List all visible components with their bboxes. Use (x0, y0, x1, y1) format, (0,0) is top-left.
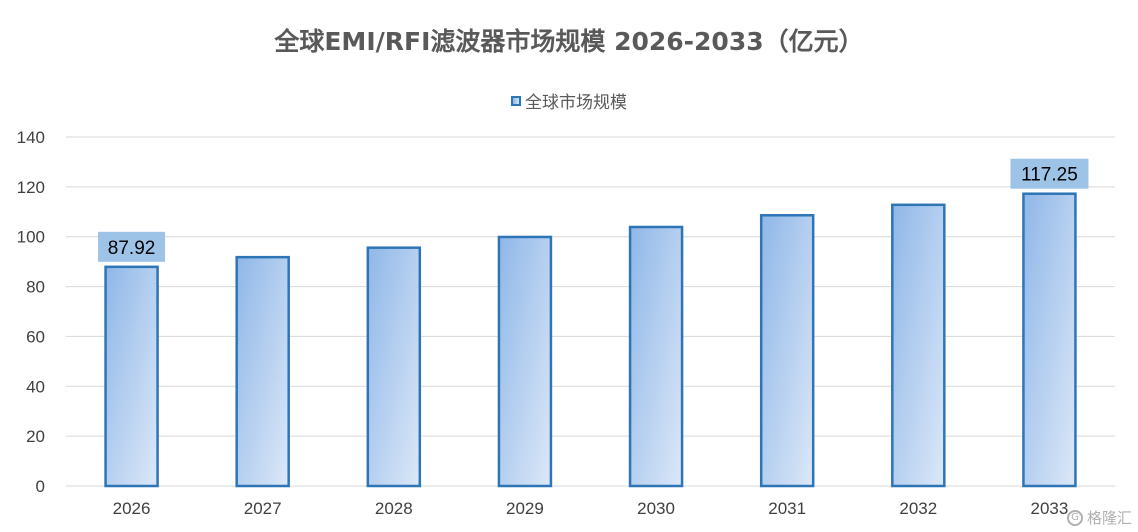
legend: 全球市场规模 (0, 88, 1138, 113)
bar (759, 214, 815, 488)
bar (497, 235, 553, 488)
bar (628, 225, 684, 488)
data-label-box (1010, 158, 1089, 189)
bar (366, 246, 422, 488)
x-tick-label: 2027 (244, 499, 282, 518)
y-tick-label: 60 (26, 327, 45, 346)
x-tick-label: 2028 (375, 499, 413, 518)
watermark-text: 格隆汇 (1086, 509, 1132, 527)
y-tick-label: 100 (17, 228, 45, 247)
y-tick-label: 120 (17, 178, 45, 197)
bar (104, 265, 159, 488)
y-tick-label: 0 (36, 477, 45, 496)
y-tick-label: 20 (26, 427, 45, 446)
x-tick-label: 2033 (1031, 499, 1069, 518)
axes: 0 20 40 60 80 100 120 140 2026 2027 2028 2029 2030 20… (17, 128, 1069, 518)
y-tick-label: 80 (26, 278, 45, 297)
bar (891, 203, 946, 488)
gelonghui-logo-icon: G (1066, 509, 1083, 526)
legend-swatch (511, 95, 521, 106)
chart-title: 全球EMI/RFI滤波器市场规模 2026-2033（亿元） (274, 27, 864, 56)
data-labels: 87.92 117.25 (98, 158, 1089, 262)
bar (235, 255, 290, 488)
x-tick-label: 2031 (768, 499, 806, 518)
bars (104, 192, 1077, 488)
y-tick-label: 40 (26, 377, 45, 396)
x-tick-label: 2026 (113, 499, 151, 518)
gridlines (66, 136, 1115, 487)
y-tick-label: 140 (17, 128, 45, 147)
x-tick-label: 2029 (506, 499, 544, 518)
legend-label: 全球市场规模 (525, 93, 627, 113)
data-label: 117.25 (1021, 165, 1078, 186)
x-tick-label: 2032 (899, 499, 937, 518)
watermark: G 格隆汇 (1066, 507, 1132, 528)
data-label-box (98, 231, 166, 262)
data-label: 87.92 (108, 238, 156, 259)
bar (1022, 192, 1077, 488)
x-tick-label: 2030 (637, 499, 675, 518)
